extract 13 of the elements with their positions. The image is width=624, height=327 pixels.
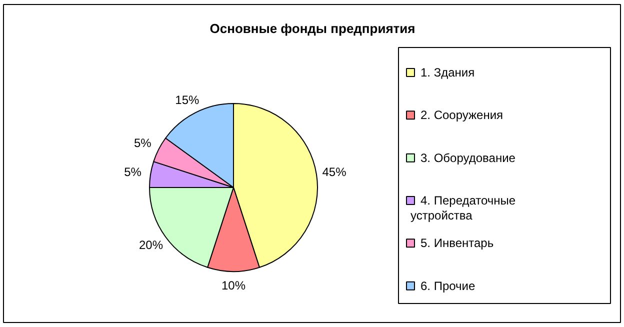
- chart-title: Основные фонды предприятия: [210, 21, 416, 36]
- data-label: 5%: [134, 136, 152, 150]
- legend-label: 4. Передаточные устройства: [410, 194, 516, 222]
- legend-label: 5. Инвентарь: [420, 236, 494, 250]
- data-label: 20%: [138, 238, 164, 252]
- data-label: 5%: [124, 165, 142, 180]
- legend-label: 3. Оборудование: [420, 150, 516, 165]
- legend-label: 1. Здания: [420, 66, 475, 80]
- legend-label: 2. Сооружения: [420, 108, 504, 122]
- data-label: 45%: [322, 165, 347, 180]
- legend-label: 6. Прочие: [420, 278, 476, 293]
- data-label: 15%: [175, 93, 200, 108]
- data-label: 10%: [221, 278, 246, 292]
